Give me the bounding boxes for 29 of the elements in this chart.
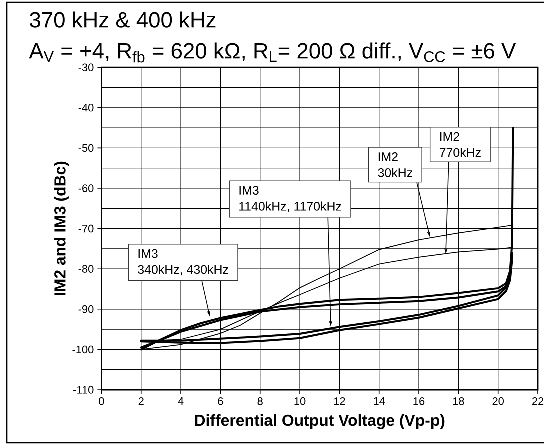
x-tick-label: 2 bbox=[138, 398, 144, 406]
annotation: IM3 1140kHz, 1170kHz bbox=[240, 186, 342, 212]
annotation: IM2 770kHz bbox=[440, 132, 481, 158]
annotation: IM2 30kHz bbox=[378, 152, 412, 178]
x-axis-title: Differential Output Voltage (Vp-p) bbox=[195, 414, 445, 430]
y-tick-label: -50 bbox=[78, 144, 94, 152]
y-tick-label: -70 bbox=[78, 224, 94, 233]
annotation: IM3 340kHz, 430kHz bbox=[138, 249, 228, 276]
x-tick-label: 20 bbox=[492, 398, 504, 406]
y-tick-label: -40 bbox=[78, 104, 94, 112]
y-tick-label: -100 bbox=[72, 346, 94, 354]
x-tick-label: 6 bbox=[218, 398, 224, 406]
x-tick-label: 16 bbox=[414, 398, 425, 406]
y-axis-title: IM2 and IM3 (dBc) bbox=[54, 162, 69, 296]
y-tick-label: -60 bbox=[78, 184, 94, 192]
x-tick-label: 12 bbox=[334, 398, 346, 406]
x-tick-label: 0 bbox=[99, 398, 104, 406]
y-tick-label: -80 bbox=[78, 265, 94, 273]
y-tick-label: -30 bbox=[78, 64, 94, 72]
x-tick-label: 10 bbox=[294, 398, 306, 406]
x-tick-label: 14 bbox=[374, 398, 386, 406]
x-tick-label: 18 bbox=[453, 398, 464, 406]
text: A$_{V}$ = +4, R$_{fb}$ = 620 kΩ, R$_{L}$= 200 Ω diff., V$_{CC}$ = ±6 V bbox=[29, 42, 516, 63]
x-tick-label: 8 bbox=[258, 398, 263, 406]
x-tick-label: 22 bbox=[532, 398, 544, 406]
chart-title: 370 kHz & 400 kHz bbox=[30, 12, 216, 28]
x-tick-label: 4 bbox=[178, 398, 184, 406]
y-tick-label: -110 bbox=[74, 386, 94, 394]
y-tick-label: -90 bbox=[78, 306, 94, 314]
